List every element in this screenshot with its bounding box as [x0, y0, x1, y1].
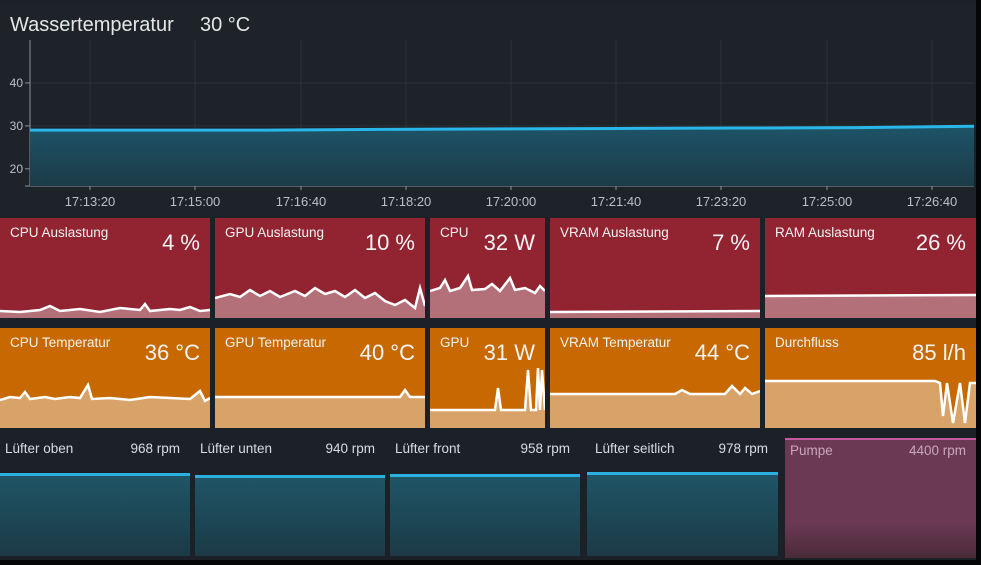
- y-tick-label: 40: [10, 76, 24, 90]
- water-temperature-title: Wassertemperatur: [10, 14, 174, 36]
- fan-front-panel[interactable]: Lüfter front 958 rpm: [390, 438, 580, 556]
- gpu-power-sparkline: [430, 367, 545, 428]
- tile-label: CPU Auslastung: [10, 225, 109, 240]
- cpu-power-sparkline: [430, 273, 545, 318]
- fan-side-panel[interactable]: Lüfter seitlich 978 rpm: [587, 438, 778, 556]
- fan-rpm: 940 rpm: [325, 441, 375, 456]
- tile-label: CPU Temperatur: [10, 335, 111, 350]
- fan-label: Lüfter seitlich: [595, 441, 675, 456]
- water-temperature-value: 30 °C: [200, 14, 251, 36]
- tile-label: Durchfluss: [775, 335, 839, 350]
- tile-cpu-power[interactable]: CPU 32 W: [430, 218, 545, 318]
- tile-label: GPU Temperatur: [225, 335, 327, 350]
- ram-load-sparkline: [765, 293, 976, 318]
- fan-speed-area: [0, 473, 190, 556]
- fan-rpm: 958 rpm: [520, 441, 570, 456]
- x-tick-label: 17:23:20: [696, 194, 747, 209]
- flow-rate-sparkline: [765, 379, 976, 428]
- x-tick-label: 17:13:20: [65, 194, 116, 209]
- tile-ram-load[interactable]: RAM Auslastung 26 %: [765, 218, 976, 318]
- tile-label: VRAM Temperatur: [560, 335, 671, 350]
- cpu-load-sparkline: [0, 301, 210, 318]
- tile-value: 4 %: [162, 230, 200, 255]
- tile-cpu-temperature[interactable]: CPU Temperatur 36 °C: [0, 328, 210, 428]
- x-tick-label: 17:26:40: [907, 194, 958, 209]
- gpu-temperature-sparkline: [215, 387, 425, 428]
- x-tick-label: 17:15:00: [170, 194, 221, 209]
- tile-vram-load[interactable]: VRAM Auslastung 7 %: [550, 218, 760, 318]
- fan-speed-area: [195, 475, 385, 556]
- vram-temperature-sparkline: [550, 384, 760, 428]
- pump-rpm: 4400 rpm: [908, 443, 966, 458]
- tile-gpu-power[interactable]: GPU 31 W: [430, 328, 545, 428]
- tile-label: GPU: [440, 335, 470, 350]
- pump-panel[interactable]: Pumpe 4400 rpm: [785, 438, 976, 558]
- tile-vram-temperature[interactable]: VRAM Temperatur 44 °C: [550, 328, 760, 428]
- water-temperature-chart: 40 30 20 17:13:20 17:15:00 17:16:40 17:18:20 17…: [10, 40, 975, 209]
- tile-flow-rate[interactable]: Durchfluss 85 l/h: [765, 328, 976, 428]
- fan-rpm: 978 rpm: [718, 441, 768, 456]
- water-temperature-panel: 40 30 20 17:13:20 17:15:00 17:16:40 17:18:20 17…: [0, 4, 976, 216]
- tile-value: 26 %: [915, 230, 966, 255]
- x-tick-label: 17:25:00: [802, 194, 853, 209]
- fan-speed-area: [390, 474, 580, 556]
- tile-label: RAM Auslastung: [775, 225, 875, 240]
- fan-bottom-panel[interactable]: Lüfter unten 940 rpm: [195, 438, 385, 556]
- tile-value: 7 %: [712, 230, 750, 255]
- water-temperature-area: [30, 126, 974, 186]
- tile-value: 44 °C: [694, 340, 750, 365]
- water-temperature-line: [30, 124, 975, 132]
- pump-label: Pumpe: [790, 443, 833, 458]
- fan-label: Lüfter front: [395, 441, 461, 456]
- y-tick-label: 30: [10, 119, 24, 133]
- fan-speed-area: [587, 472, 778, 556]
- x-tick-label: 17:20:00: [486, 194, 537, 209]
- cpu-temperature-sparkline: [0, 381, 210, 428]
- tile-value: 36 °C: [144, 340, 200, 365]
- x-tick-label: 17:16:40: [276, 194, 327, 209]
- fan-label: Lüfter unten: [200, 441, 273, 456]
- tile-value: 32 W: [483, 230, 535, 255]
- fan-top-panel[interactable]: Lüfter oben 968 rpm: [0, 438, 190, 556]
- x-tick-label: 17:21:40: [591, 194, 642, 209]
- x-tick-label: 17:18:20: [381, 194, 432, 209]
- tile-label: VRAM Auslastung: [560, 225, 669, 240]
- tile-label: GPU Auslastung: [225, 225, 325, 240]
- fan-label: Lüfter oben: [5, 441, 74, 456]
- tile-gpu-load[interactable]: GPU Auslastung 10 %: [215, 218, 425, 318]
- gpu-load-sparkline: [215, 283, 425, 318]
- tile-value: 40 °C: [359, 340, 415, 365]
- tile-label: CPU: [440, 225, 469, 240]
- fan-rpm: 968 rpm: [130, 441, 180, 456]
- tile-value: 31 W: [483, 340, 535, 365]
- tile-cpu-load[interactable]: CPU Auslastung 4 %: [0, 218, 210, 318]
- tile-gpu-temperature[interactable]: GPU Temperatur 40 °C: [215, 328, 425, 428]
- tile-value: 10 %: [364, 230, 415, 255]
- vram-load-sparkline: [550, 309, 760, 318]
- tile-value: 85 l/h: [912, 340, 966, 365]
- y-tick-label: 20: [10, 162, 24, 176]
